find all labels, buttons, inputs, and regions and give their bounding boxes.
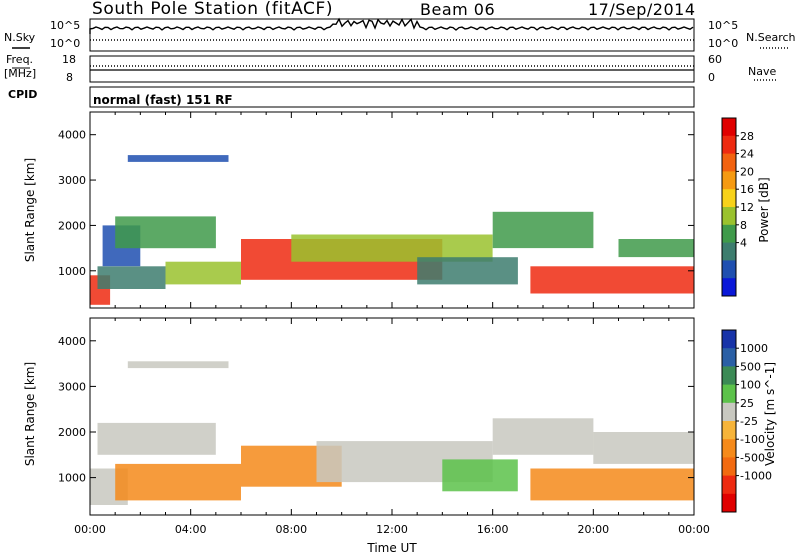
power-colorbar-tick-3: 16 — [740, 183, 754, 196]
xtick-2: 08:00 — [275, 523, 307, 536]
velocity-colorbar-tick-3: 25 — [740, 397, 754, 410]
power-colorbar-tick-1: 24 — [740, 148, 754, 161]
x-axis-label: Time UT — [367, 541, 417, 554]
nave-right-tick-top: 60 — [708, 53, 722, 66]
power-cell-3 — [115, 216, 216, 249]
cpid-panel-frame — [89, 86, 695, 108]
nave-right-tick-bottom: 0 — [708, 71, 715, 84]
power-cell-9 — [530, 266, 694, 294]
power-colorbar-seg-4 — [722, 189, 736, 208]
power-ytick-3: 4000 — [58, 129, 86, 142]
freq-panel-frame — [89, 55, 695, 83]
power-cell-10 — [618, 239, 694, 258]
power-colorbar-seg-5 — [722, 207, 736, 226]
power-colorbar-tick-4: 12 — [740, 201, 754, 214]
velocity-colorbar-tick-0: 1000 — [740, 342, 768, 355]
noise-sky-label: N.Sky — [4, 31, 36, 44]
beam-label: Beam 06 — [420, 0, 496, 19]
nave-label: Nave — [748, 65, 777, 78]
velocity-colorbar-tick-7: -1000 — [740, 470, 772, 483]
velocity-colorbar-seg-6 — [722, 439, 736, 458]
power-cell-8 — [492, 211, 594, 249]
power-colorbar-seg-3 — [722, 171, 736, 190]
power-colorbar-tick-5: 8 — [740, 219, 747, 232]
noise-left-tick-top: 10^5 — [50, 19, 81, 32]
freq-label-bottom: [MHz] — [4, 67, 37, 80]
power-colorbar-tick-0: 28 — [740, 130, 754, 143]
velocity-cell-7 — [530, 468, 694, 501]
power-cell-4 — [165, 261, 241, 285]
velocity-colorbar-seg-0 — [722, 330, 736, 349]
velocity-cell-9 — [127, 361, 229, 369]
freq-left-tick-bottom: 8 — [66, 71, 73, 84]
velocity-colorbar-seg-8 — [722, 475, 736, 495]
power-colorbar-seg-9 — [722, 278, 736, 297]
xtick-4: 16:00 — [477, 523, 509, 536]
velocity-colorbar-tick-5: -100 — [740, 433, 765, 446]
power-colorbar-seg-2 — [722, 153, 736, 172]
velocity-ytick-1: 2000 — [58, 426, 86, 439]
power-cell-11 — [127, 155, 229, 162]
noise-right-tick-bottom: 10^0 — [708, 37, 739, 50]
velocity-ytick-2: 3000 — [58, 380, 86, 393]
xtick-0: 00:00 — [74, 523, 106, 536]
velocity-colorbar-tick-1: 500 — [740, 360, 761, 373]
date-label: 17/Sep/2014 — [588, 0, 696, 19]
velocity-colorbar-seg-3 — [722, 384, 736, 404]
velocity-cell-1 — [97, 422, 216, 455]
velocity-ytick-3: 4000 — [58, 335, 86, 348]
power-cell-7 — [417, 257, 518, 285]
freq-left-tick-top: 18 — [62, 53, 76, 66]
noise-panel-frame — [89, 18, 695, 52]
xtick-3: 12:00 — [376, 523, 408, 536]
power-colorbar-seg-7 — [722, 242, 736, 261]
velocity-ytick-0: 1000 — [58, 472, 86, 485]
power-colorbar-seg-8 — [722, 260, 736, 279]
power-colorbar-tick-6: 4 — [740, 237, 747, 250]
velocity-cell-6 — [492, 418, 594, 455]
velocity-colorbar-seg-5 — [722, 421, 736, 440]
power-ytick-2: 3000 — [58, 174, 86, 187]
power-colorbar-seg-6 — [722, 224, 736, 244]
cpid-label: CPID — [8, 88, 38, 101]
freq-label-top: Freq. — [6, 53, 34, 66]
velocity-cell-8 — [593, 432, 694, 464]
velocity-colorbar-seg-9 — [722, 493, 736, 513]
velocity-colorbar-seg-4 — [722, 402, 736, 422]
velocity-cell-5 — [442, 459, 518, 492]
power-cell-1 — [97, 266, 166, 289]
power-colorbar-seg-0 — [722, 118, 736, 137]
velocity-colorbar-tick-6: -500 — [740, 451, 765, 464]
velocity-colorbar-seg-1 — [722, 348, 736, 367]
station-title: South Pole Station (fitACF) — [92, 0, 334, 19]
cpid-text: normal (fast) 151 RF — [93, 93, 233, 107]
noise-left-tick-bottom: 10^0 — [50, 37, 81, 50]
power-ytick-1: 2000 — [58, 219, 86, 232]
noise-sky-trace — [89, 17, 694, 34]
velocity-colorbar-tick-2: 100 — [740, 379, 761, 392]
power-ytick-0: 1000 — [58, 265, 86, 278]
noise-search-label: N.Search — [746, 31, 796, 44]
velocity-colorbar-seg-7 — [722, 457, 736, 477]
velocity-colorbar-seg-2 — [722, 366, 736, 386]
xtick-5: 20:00 — [577, 523, 609, 536]
xtick-1: 04:00 — [175, 523, 207, 536]
velocity-cell-2 — [115, 463, 241, 501]
velocity-colorbar-tick-4: -25 — [740, 415, 758, 428]
power-colorbar-seg-1 — [722, 135, 736, 155]
power-cell-6 — [291, 234, 493, 262]
power-colorbar-tick-2: 20 — [740, 165, 754, 178]
noise-right-tick-top: 10^5 — [708, 19, 739, 32]
xtick-6: 00:00 — [678, 523, 710, 536]
